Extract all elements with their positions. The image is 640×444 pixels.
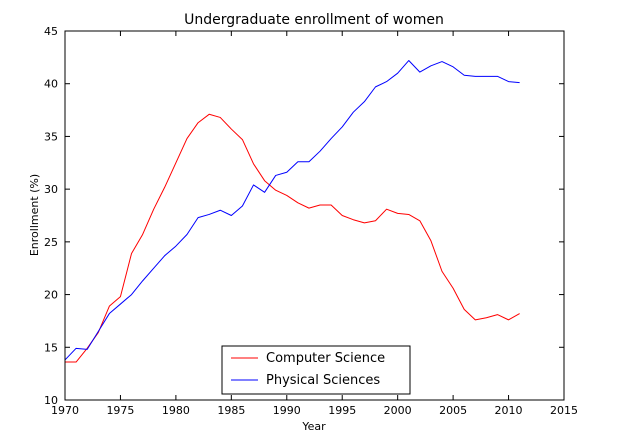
x-tick-label-1985: 1985	[217, 404, 245, 417]
y-tick-label-20: 20	[44, 289, 58, 302]
series-line-physical-sciences	[64, 60, 520, 361]
plot-frame	[64, 30, 565, 401]
axis-ticks: 1970 1975 1980 1985 1990 1995 2000 2005 2010 2015…	[44, 25, 578, 417]
x-tick-label-1975: 1975	[106, 404, 134, 417]
y-tick-label-15: 15	[44, 341, 58, 354]
y-tick-label-40: 40	[44, 78, 58, 91]
y-tick-label-10: 10	[44, 394, 58, 407]
x-tick-label-2015: 2015	[550, 404, 578, 417]
x-tick-label-1970: 1970	[51, 404, 79, 417]
x-tick-label-1995: 1995	[328, 404, 356, 417]
y-tick-label-30: 30	[44, 183, 58, 196]
series-lines	[64, 60, 520, 363]
y-axis-title: Enrollment (%)	[28, 174, 41, 256]
legend-box	[221, 345, 411, 395]
legend: Computer Science Physical Sciences	[221, 345, 411, 395]
x-tick-label-1990: 1990	[273, 404, 301, 417]
x-tick-label-2005: 2005	[439, 404, 467, 417]
y-tick-label-25: 25	[44, 236, 58, 249]
legend-label-computer-science: Computer Science	[266, 351, 385, 366]
x-tick-label-1980: 1980	[162, 404, 190, 417]
x-tick-label-2010: 2010	[495, 404, 523, 417]
x-tick-label-2000: 2000	[384, 404, 412, 417]
x-axis-title: Year	[301, 420, 326, 433]
y-tick-label-45: 45	[44, 25, 58, 38]
chart-title: Undergraduate enrollment of women	[184, 12, 444, 28]
plot-background	[65, 31, 564, 400]
series-line-computer-science	[65, 113, 520, 363]
legend-label-physical-sciences: Physical Sciences	[266, 373, 380, 388]
y-tick-label-35: 35	[44, 130, 58, 143]
